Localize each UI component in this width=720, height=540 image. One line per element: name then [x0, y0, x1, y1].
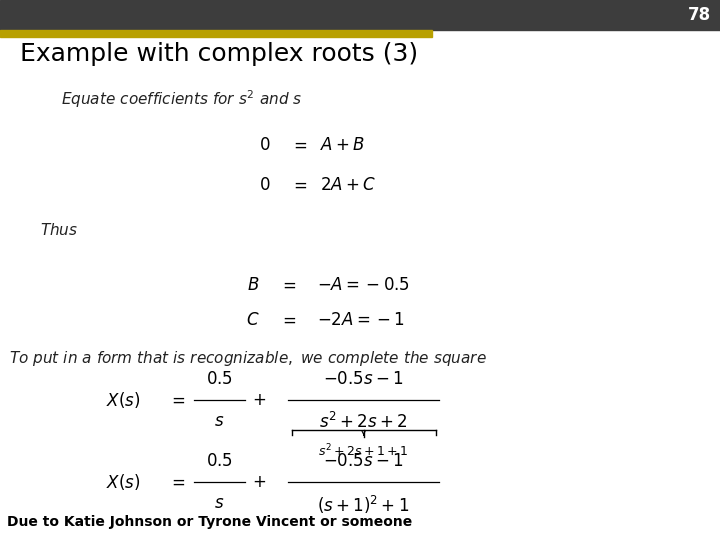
Bar	[0, 30, 432, 37]
Text: $+$: $+$	[252, 473, 266, 491]
Text: Example with complex roots (3): Example with complex roots (3)	[20, 43, 418, 66]
Text: 78: 78	[688, 6, 711, 24]
Text: $s$: $s$	[215, 494, 225, 512]
Text: $X(s)$: $X(s)$	[106, 472, 140, 492]
Text: $0.5$: $0.5$	[206, 452, 233, 470]
Text: $B$: $B$	[247, 276, 259, 294]
Text: $-0.5s-1$: $-0.5s-1$	[323, 370, 404, 388]
Text: $=$: $=$	[290, 136, 307, 154]
Text: $=$: $=$	[279, 276, 297, 294]
Text: $s^2+2s+1+1$: $s^2+2s+1+1$	[318, 443, 409, 460]
Text: $=$: $=$	[168, 473, 185, 491]
Bar	[0, 0, 720, 30]
Text: $C$: $C$	[246, 311, 259, 329]
Text: $0$: $0$	[258, 136, 270, 154]
Text: $\mathit{To\ put\ in\ a\ form\ that\ is\ recognizable,\ we\ complete\ the\ squar: $\mathit{To\ put\ in\ a\ form\ that\ is\…	[9, 348, 487, 368]
Text: $A+B$: $A+B$	[320, 136, 366, 154]
Text: $=$: $=$	[279, 311, 297, 329]
Text: $X(s)$: $X(s)$	[106, 390, 140, 410]
Text: $=$: $=$	[290, 176, 307, 194]
Text: $0$: $0$	[258, 176, 270, 194]
Text: Due to Katie Johnson or Tyrone Vincent or someone: Due to Katie Johnson or Tyrone Vincent o…	[7, 515, 413, 529]
Text: $0.5$: $0.5$	[206, 370, 233, 388]
Text: $s$: $s$	[215, 412, 225, 430]
Text: $-2A=-1$: $-2A=-1$	[317, 311, 405, 329]
Text: $=$: $=$	[168, 391, 185, 409]
Text: $\mathit{Thus}$: $\mathit{Thus}$	[40, 222, 78, 238]
Text: $-A=-0.5$: $-A=-0.5$	[317, 276, 410, 294]
Text: $(s+1)^2+1$: $(s+1)^2+1$	[318, 494, 410, 516]
Text: $+$: $+$	[252, 391, 266, 409]
Text: $\mathit{Equate\ coefficients\ for\ }s^2\mathit{\ and\ }s$: $\mathit{Equate\ coefficients\ for\ }s^2…	[61, 88, 302, 110]
Text: $s^2+2s+2$: $s^2+2s+2$	[320, 412, 408, 432]
Text: $2A+C$: $2A+C$	[320, 176, 377, 194]
Text: $-0.5s-1$: $-0.5s-1$	[323, 452, 404, 470]
